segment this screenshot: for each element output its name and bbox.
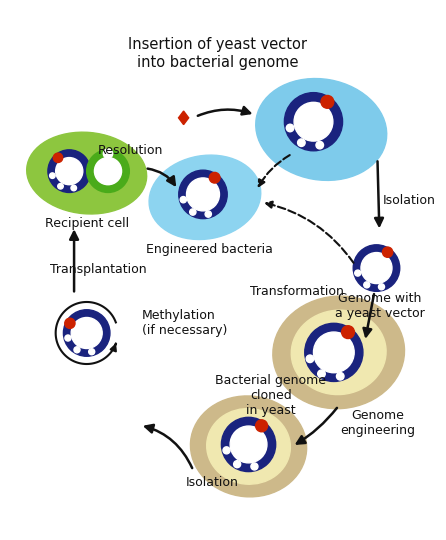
Circle shape (321, 96, 334, 108)
Circle shape (251, 463, 258, 470)
Circle shape (190, 209, 196, 215)
Circle shape (285, 93, 343, 151)
Circle shape (65, 318, 75, 328)
Text: Methylation
(if necessary): Methylation (if necessary) (142, 309, 227, 338)
Circle shape (336, 373, 344, 380)
Text: Recipient cell: Recipient cell (45, 217, 129, 230)
Circle shape (71, 318, 102, 348)
Circle shape (306, 355, 314, 362)
Circle shape (209, 172, 220, 183)
FancyArrowPatch shape (266, 201, 354, 263)
FancyArrowPatch shape (148, 168, 175, 185)
Circle shape (305, 323, 363, 381)
Text: Genome
engineering: Genome engineering (340, 409, 415, 437)
Circle shape (50, 173, 55, 178)
Circle shape (205, 211, 211, 217)
Text: Insertion of yeast vector
into bacterial genome: Insertion of yeast vector into bacterial… (128, 37, 307, 70)
Circle shape (71, 185, 77, 191)
Circle shape (180, 197, 186, 203)
Circle shape (364, 282, 370, 288)
Circle shape (355, 270, 361, 276)
Circle shape (48, 150, 91, 192)
Circle shape (234, 461, 241, 468)
Circle shape (87, 150, 129, 192)
Circle shape (294, 102, 333, 141)
Circle shape (316, 141, 323, 149)
Circle shape (256, 420, 268, 432)
Circle shape (89, 349, 95, 355)
Circle shape (353, 245, 400, 291)
Circle shape (103, 149, 113, 158)
Circle shape (223, 447, 230, 454)
Circle shape (54, 153, 63, 163)
Text: Bacterial genome
cloned
in yeast: Bacterial genome cloned in yeast (215, 374, 326, 417)
Circle shape (65, 335, 71, 341)
Circle shape (56, 158, 83, 185)
FancyArrowPatch shape (297, 408, 337, 443)
Circle shape (179, 170, 227, 219)
FancyArrowPatch shape (363, 294, 374, 336)
FancyArrowPatch shape (375, 161, 383, 226)
Text: Transplantation: Transplantation (50, 264, 147, 276)
FancyArrowPatch shape (70, 232, 78, 292)
Circle shape (221, 417, 276, 471)
Polygon shape (178, 111, 189, 125)
Circle shape (286, 124, 294, 132)
Circle shape (230, 426, 267, 463)
Circle shape (318, 370, 325, 377)
Circle shape (379, 284, 384, 290)
Circle shape (58, 184, 63, 189)
FancyArrowPatch shape (145, 425, 192, 468)
Ellipse shape (291, 310, 386, 395)
Text: Isolation: Isolation (382, 194, 435, 207)
Circle shape (297, 139, 305, 146)
Text: Isolation: Isolation (186, 476, 239, 489)
Text: Genome with
a yeast vector: Genome with a yeast vector (334, 292, 424, 320)
Ellipse shape (273, 296, 405, 409)
Circle shape (186, 178, 219, 211)
Circle shape (314, 332, 354, 373)
Ellipse shape (149, 155, 261, 240)
Circle shape (342, 326, 355, 339)
Text: Resolution: Resolution (98, 144, 163, 157)
FancyArrowPatch shape (111, 345, 116, 352)
FancyArrowPatch shape (259, 155, 290, 186)
Circle shape (63, 310, 110, 356)
Text: Engineered bacteria: Engineered bacteria (146, 243, 273, 256)
Ellipse shape (27, 132, 147, 214)
Ellipse shape (190, 396, 307, 497)
Ellipse shape (206, 409, 290, 484)
Circle shape (74, 347, 80, 353)
Circle shape (95, 158, 122, 185)
Circle shape (383, 247, 393, 257)
Text: Transformation: Transformation (250, 285, 344, 298)
Circle shape (361, 253, 392, 284)
FancyArrowPatch shape (198, 107, 250, 116)
Ellipse shape (256, 78, 387, 180)
